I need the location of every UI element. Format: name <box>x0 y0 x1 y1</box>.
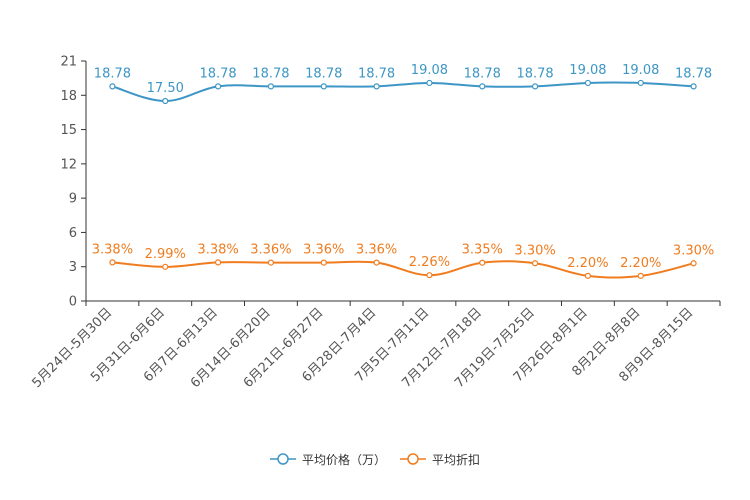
data-label: 3.36% <box>250 243 291 258</box>
data-point <box>584 272 592 279</box>
y-axis-ticks: 0 3 6 9 12 15 18 21 <box>60 55 86 310</box>
data-label: 3.38% <box>92 242 133 257</box>
data-point <box>214 83 222 90</box>
data-label: 2.20% <box>620 256 661 271</box>
series-0: 18.78 17.50 18.78 18.78 18.78 18.78 19.08 18.78… <box>94 63 712 105</box>
data-label: 2.20% <box>567 256 608 271</box>
data-point <box>479 259 486 266</box>
data-point <box>373 83 380 90</box>
y-tick-label: 15 <box>60 123 77 138</box>
data-point <box>162 97 169 105</box>
legend-price-marker <box>277 453 289 465</box>
data-label: 18.78 <box>94 66 131 81</box>
data-point <box>690 260 697 267</box>
y-tick-label: 12 <box>60 157 77 172</box>
line-circle-icon <box>269 453 296 465</box>
legend-discount-marker <box>407 453 419 465</box>
data-point <box>531 83 539 90</box>
data-label: 3.35% <box>462 243 503 258</box>
data-label: 18.78 <box>305 66 342 81</box>
y-tick-label: 18 <box>60 89 77 104</box>
data-label: 18.78 <box>675 66 712 81</box>
data-label: 19.08 <box>569 63 606 78</box>
x-axis-ticks: 5月24日-5月30日5月31日-6月6日6月7日-6月13日6月14日-6月2… <box>29 301 721 391</box>
series-1: 3.38% 2.99% 3.38% 3.36% 3.36% 3.36% 2.26% 3.35%… <box>92 242 714 279</box>
legend-item-price[interactable]: 平均价格（万） <box>269 451 386 468</box>
data-point <box>690 83 697 90</box>
data-point <box>584 79 592 87</box>
y-tick-label: 3 <box>69 260 77 275</box>
data-point <box>320 259 327 266</box>
y-tick-label: 6 <box>69 226 77 241</box>
data-label: 19.08 <box>411 63 448 78</box>
data-point <box>426 79 433 87</box>
data-label: 2.99% <box>145 247 186 262</box>
data-label: 3.36% <box>303 243 344 258</box>
data-point <box>637 272 644 279</box>
data-point <box>267 83 275 90</box>
data-point <box>426 272 433 279</box>
series-layer: 18.78 17.50 18.78 18.78 18.78 18.78 19.08 18.78… <box>92 63 714 279</box>
data-point <box>373 259 380 266</box>
data-point <box>637 79 644 87</box>
line-circle-icon <box>400 453 426 465</box>
data-label: 3.38% <box>197 242 238 257</box>
series-line <box>112 260 694 279</box>
data-label: 18.78 <box>252 66 289 81</box>
legend: 平均价格（万） 平均折扣 <box>0 449 750 469</box>
data-point <box>479 83 486 90</box>
data-point <box>267 259 275 266</box>
y-tick-label: 9 <box>69 192 77 207</box>
data-label: 3.36% <box>356 243 397 258</box>
y-tick-label: 21 <box>60 55 77 70</box>
data-label: 3.30% <box>673 243 714 258</box>
data-label: 17.50 <box>147 81 184 96</box>
data-point <box>109 259 116 266</box>
data-label: 18.78 <box>516 66 553 81</box>
data-label: 18.78 <box>358 66 395 81</box>
data-point <box>531 260 539 267</box>
data-label: 18.78 <box>199 66 236 81</box>
data-point <box>162 263 169 270</box>
legend-label-price: 平均价格（万） <box>301 452 386 467</box>
data-label: 2.26% <box>409 255 450 270</box>
data-point <box>214 259 222 266</box>
y-tick-label: 0 <box>69 295 77 310</box>
series-line <box>112 81 694 103</box>
data-point <box>320 83 327 90</box>
data-point <box>109 83 116 90</box>
legend-item-discount[interactable]: 平均折扣 <box>400 451 480 468</box>
legend-label-discount: 平均折扣 <box>432 452 481 467</box>
data-label: 19.08 <box>622 63 659 78</box>
data-label: 18.78 <box>464 66 501 81</box>
data-label: 3.30% <box>514 243 555 258</box>
